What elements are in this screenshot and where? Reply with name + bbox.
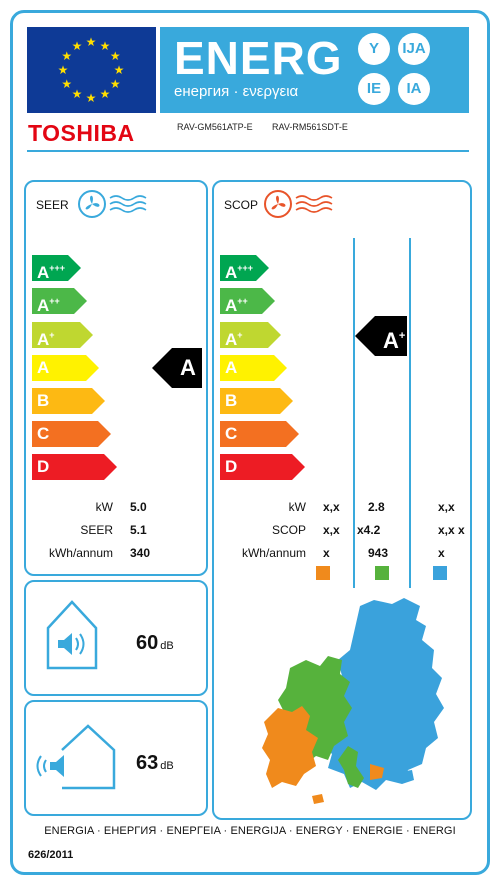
bar-label: A++ <box>37 296 60 315</box>
lang-badge: Y <box>358 33 390 65</box>
bar-aplus: A+ <box>32 322 93 349</box>
outdoor-speaker-icon <box>36 724 116 790</box>
cold-climate-square <box>316 566 330 580</box>
bar-aplus: A+ <box>220 322 281 349</box>
row-label: kW <box>288 500 306 514</box>
warm-value: x <box>438 546 445 560</box>
scop-title: SCOP <box>224 198 259 212</box>
fan-heating-icon <box>264 190 333 218</box>
outdoor-noise-value: 63 <box>136 752 159 774</box>
indoor-noise-unit: dB <box>160 640 174 652</box>
bar-label: A <box>225 358 238 377</box>
bar-a: A <box>32 355 99 381</box>
star-icon: ★ <box>109 49 121 63</box>
cold-value: x,x <box>323 500 340 514</box>
bar-a: A <box>220 355 287 381</box>
star-icon: ★ <box>57 63 69 77</box>
energy-banner: ENERG енергия · ενεργεια Y IJA IE IA <box>160 27 469 113</box>
bar-label: A+ <box>225 330 243 349</box>
row-label: kWh/annum <box>241 546 306 560</box>
star-icon: ★ <box>99 38 111 53</box>
cooling-rating: A <box>152 348 202 388</box>
outdoor-noise-panel <box>24 700 208 816</box>
model-indoor: RAV-GM561ATP-E <box>177 122 253 132</box>
climate-divider <box>409 238 411 588</box>
warm-climate-square <box>433 566 447 580</box>
bar-c: C <box>32 421 111 447</box>
cooling-kw: 5.0 <box>130 500 147 514</box>
climate-divider <box>353 238 355 588</box>
bar-a2plus: A++ <box>220 288 275 315</box>
row-label: SCOP <box>271 523 306 537</box>
warm-value: x,x <box>438 500 455 514</box>
bar-b: B <box>220 388 293 414</box>
cooling-rating-text: A <box>180 355 196 380</box>
bar-label: A+ <box>37 330 55 349</box>
eu-flag: ★ ★ ★ ★ ★ ★ ★ ★ ★ ★ ★ ★ <box>27 27 156 113</box>
bar-label: C <box>37 424 50 443</box>
star-icon: ★ <box>71 38 83 53</box>
star-icon: ★ <box>113 63 125 77</box>
bar-label: D <box>225 457 238 476</box>
cold-value: x <box>323 546 330 560</box>
bar-label: A+++ <box>37 263 66 282</box>
average-value: 2.8 <box>368 500 385 514</box>
indoor-noise-panel <box>24 580 208 696</box>
bar-label: A++ <box>225 296 248 315</box>
indoor-speaker-icon <box>46 600 98 670</box>
rating-plus: + <box>398 330 406 342</box>
row-label: kWh/annum <box>48 546 113 560</box>
warm-value: x,x x <box>438 523 465 537</box>
average-climate-square <box>375 566 389 580</box>
model-outdoor: RAV-RM561SDT-E <box>272 122 348 132</box>
bar-label: B <box>37 391 50 410</box>
star-icon: ★ <box>85 35 97 49</box>
indoor-noise-value: 60 <box>136 632 159 654</box>
star-icon: ★ <box>71 87 83 102</box>
brand-logo: TOSHIBA <box>28 120 135 146</box>
lang-badge: IJA <box>398 33 430 65</box>
average-value: 943 <box>368 546 389 560</box>
europe-climate-map <box>262 598 444 804</box>
footer-languages: ENERGIA · ЕНЕРГИЯ · ΕΝΕΡΓΕΙΑ · ENERGIJA … <box>44 825 456 837</box>
cooling-seer: 5.1 <box>130 523 147 537</box>
outdoor-noise: 63 dB <box>136 752 174 775</box>
star-icon: ★ <box>109 77 121 91</box>
lang-badge: IE <box>358 73 390 105</box>
bar-c: C <box>220 421 299 447</box>
outdoor-noise-unit: dB <box>160 760 174 772</box>
heating-rating-text: A+ <box>383 328 406 353</box>
divider <box>27 150 469 152</box>
row-label: SEER <box>80 523 113 537</box>
star-icon: ★ <box>85 91 97 105</box>
heating-rating: A+ <box>355 316 407 356</box>
bar-label: C <box>225 424 238 443</box>
bar-a3plus: A+++ <box>220 255 269 282</box>
star-icon: ★ <box>61 77 73 91</box>
star-icon: ★ <box>99 87 111 102</box>
indoor-noise: 60 dB <box>136 632 174 655</box>
average-value: x4.2 <box>357 523 381 537</box>
bar-label: A+++ <box>225 263 254 282</box>
cold-value: x,x <box>323 523 340 537</box>
bar-a2plus: A++ <box>32 288 87 315</box>
energy-title: ENERG <box>174 32 343 84</box>
bar-label: A <box>37 358 50 377</box>
bar-label: D <box>37 457 50 476</box>
seer-title: SEER <box>36 198 69 212</box>
bar-a3plus: A+++ <box>32 255 81 282</box>
bar-b: B <box>32 388 105 414</box>
bar-label: B <box>225 391 238 410</box>
cooling-kwh: 340 <box>130 546 151 560</box>
bar-d: D <box>220 454 305 480</box>
regulation-number: 626/2011 <box>28 849 74 861</box>
row-label: kW <box>95 500 113 514</box>
fan-cooling-icon <box>78 190 147 218</box>
bar-d: D <box>32 454 117 480</box>
energy-subtitle: енергия · ενεργεια <box>174 83 299 100</box>
lang-badge: IA <box>398 73 430 105</box>
star-icon: ★ <box>61 49 73 63</box>
